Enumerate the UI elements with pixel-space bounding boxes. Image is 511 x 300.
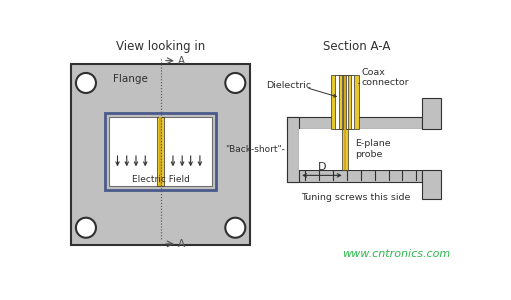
Text: Electric Field: Electric Field — [132, 175, 190, 184]
Bar — [287, 170, 422, 182]
Circle shape — [225, 218, 245, 238]
Bar — [72, 64, 250, 245]
Text: "Back-short"-: "Back-short"- — [225, 146, 285, 154]
Bar — [338, 75, 351, 129]
Bar — [335, 75, 354, 129]
Bar — [157, 117, 165, 186]
Bar — [159, 117, 162, 186]
Circle shape — [76, 73, 96, 93]
Text: E-plane
probe: E-plane probe — [356, 140, 391, 159]
Text: www.cntronics.com: www.cntronics.com — [342, 249, 450, 259]
Bar — [343, 75, 346, 129]
Text: A: A — [178, 239, 185, 249]
Bar — [341, 75, 348, 129]
Bar — [343, 129, 346, 170]
Bar — [422, 98, 441, 129]
Bar — [331, 75, 359, 129]
Circle shape — [76, 218, 96, 238]
Text: Coax
connector: Coax connector — [362, 68, 409, 87]
Text: Flange: Flange — [113, 74, 148, 84]
Text: A: A — [178, 56, 185, 66]
Circle shape — [225, 73, 245, 93]
Bar — [105, 113, 216, 190]
Text: Section A-A: Section A-A — [322, 40, 390, 53]
Bar — [299, 129, 422, 170]
Text: Tuning screws this side: Tuning screws this side — [301, 193, 411, 202]
Bar — [287, 117, 299, 182]
Bar — [287, 117, 422, 129]
Bar — [109, 117, 212, 186]
Bar — [341, 129, 348, 170]
Text: View looking in: View looking in — [116, 40, 205, 53]
Bar — [422, 170, 441, 199]
Text: D: D — [318, 162, 326, 172]
Text: Dielectric: Dielectric — [266, 81, 311, 90]
